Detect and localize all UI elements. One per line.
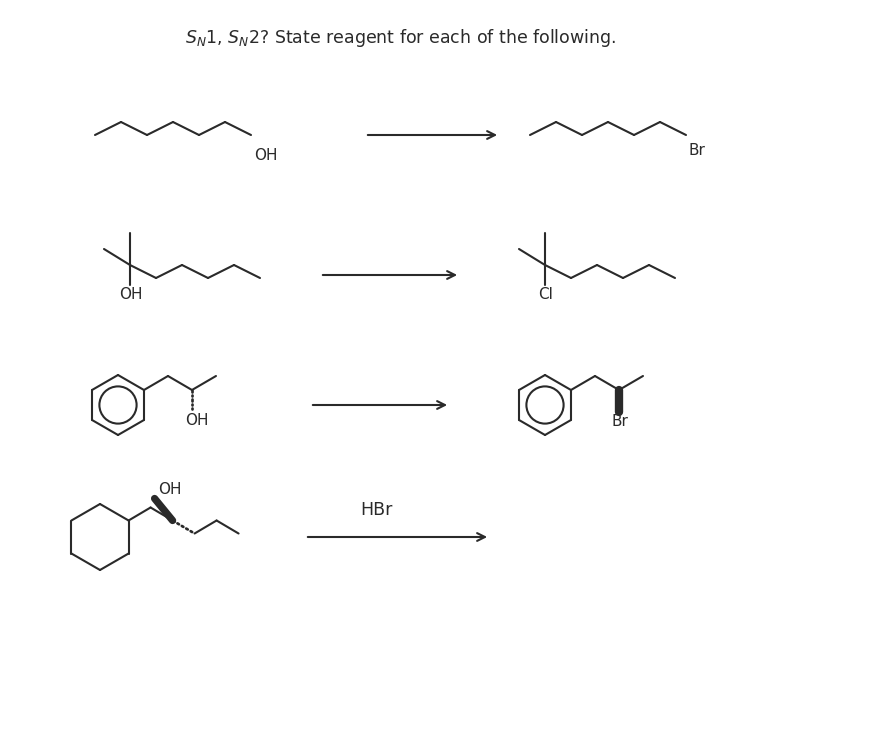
Text: Br: Br	[612, 414, 629, 429]
Text: OH: OH	[254, 148, 278, 163]
Text: OH: OH	[185, 413, 208, 428]
Text: OH: OH	[158, 482, 182, 496]
Text: HBr: HBr	[360, 501, 392, 519]
Text: Cl: Cl	[538, 287, 553, 302]
Text: $S_N$1, $S_N$2? State reagent for each of the following.: $S_N$1, $S_N$2? State reagent for each o…	[185, 27, 616, 49]
Text: Br: Br	[688, 143, 705, 158]
Text: OH: OH	[119, 287, 142, 302]
